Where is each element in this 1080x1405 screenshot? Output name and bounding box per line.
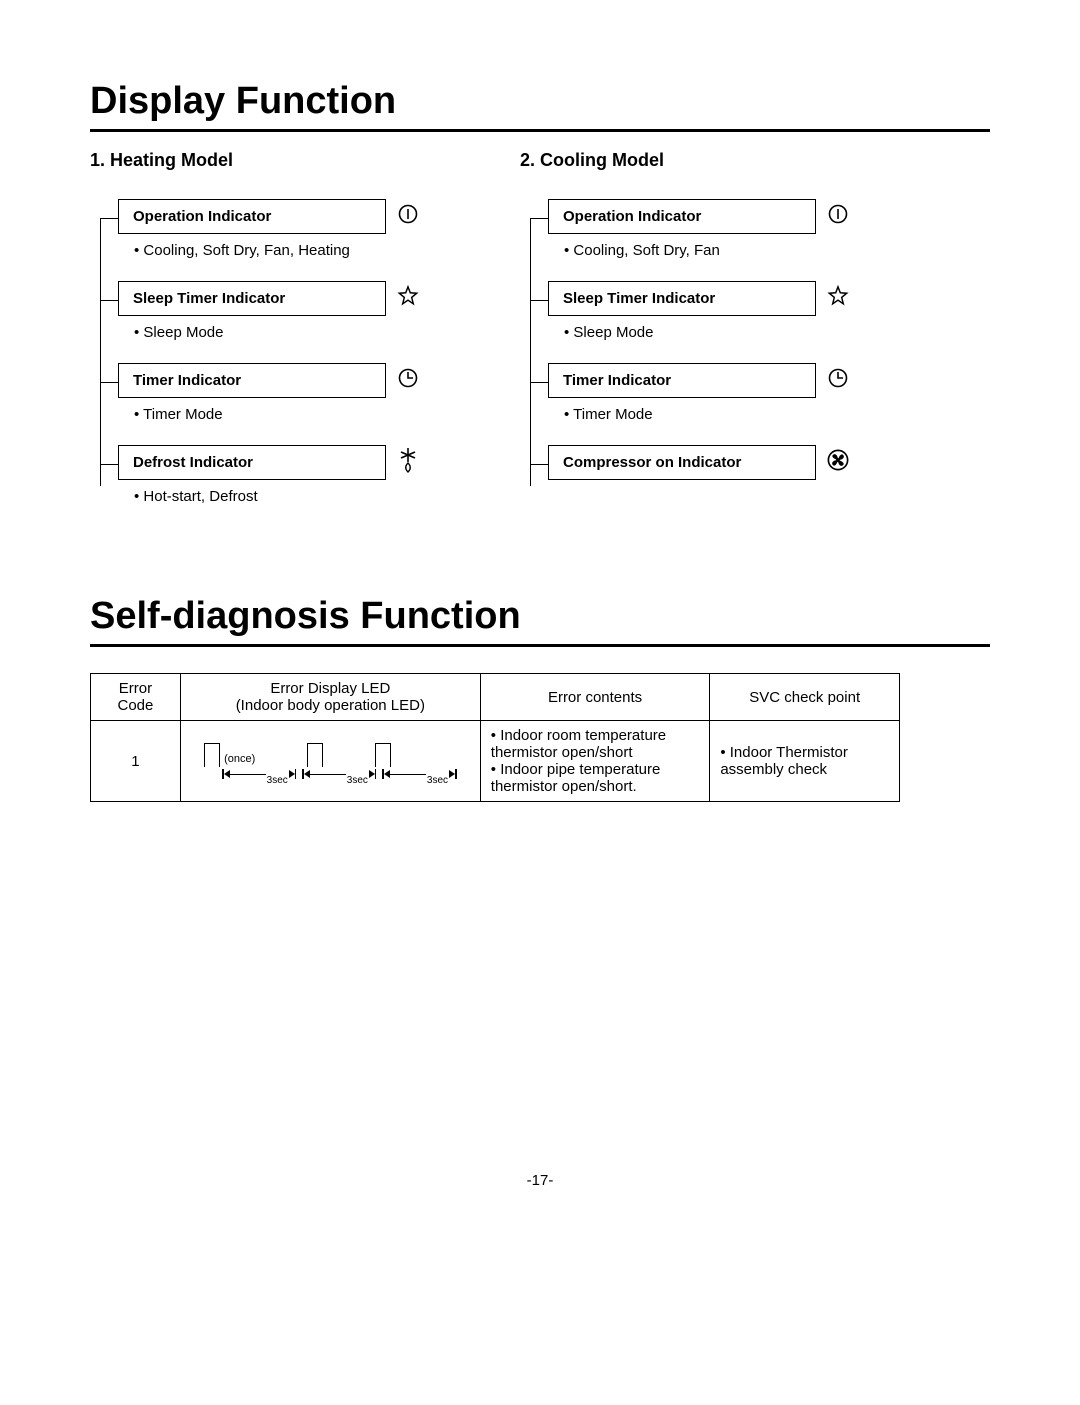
page-number: -17- [90,1172,990,1189]
hdr-text: (Indoor body operation LED) [236,697,425,714]
indicator-desc: • Sleep Mode [564,324,920,341]
rule [90,129,990,132]
timing-arrow: 3sec [222,769,296,780]
cooling-tree: Operation Indicator • Cooling, Soft Dry,… [520,199,920,480]
rule [90,644,990,647]
tree-hconnector [100,382,118,383]
clock-icon [386,368,430,393]
indicator-desc: • Cooling, Soft Dry, Fan [564,242,920,259]
tree-vline [530,218,531,486]
cell-code: 1 [91,721,181,802]
indicator-desc: • Timer Mode [134,406,490,423]
indicator-label: Timer Indicator [118,363,386,398]
tree-hconnector [530,300,548,301]
tree-hconnector [100,218,118,219]
indicator-label: Sleep Timer Indicator [118,281,386,316]
content-item: Indoor pipe temperature thermistor open/… [491,761,700,795]
info-icon [816,204,860,229]
indicator-desc: • Hot-start, Defrost [134,488,490,505]
col-error-code: Error Code [91,674,181,721]
cooling-heading: 2. Cooling Model [520,150,920,171]
indicator-label: Operation Indicator [118,199,386,234]
indicator-label: Operation Indicator [548,199,816,234]
heating-tree: Operation Indicator • Cooling, Soft Dry,… [90,199,490,505]
diagnosis-table: Error Code Error Display LED (Indoor bod… [90,673,900,802]
table-row: 1 (once) [91,721,900,802]
led-pulse [307,743,323,767]
heating-heading: 1. Heating Model [90,150,490,171]
indicator-label: Defrost Indicator [118,445,386,480]
seg-label: 3sec [267,775,288,786]
indicator-item: Timer Indicator • Timer Mode [548,363,920,423]
clock-icon [816,368,860,393]
indicator-desc: • Timer Mode [564,406,920,423]
cooling-column: 2. Cooling Model Operation Indicator • C… [520,150,920,505]
hdr-text: Error [119,680,152,697]
content-item: Indoor room temperature thermistor open/… [491,727,700,761]
indicator-item: Operation Indicator • Cooling, Soft Dry,… [118,199,490,259]
info-icon [386,204,430,229]
tree-hconnector [530,382,548,383]
seg-label: 3sec [347,775,368,786]
defrost-icon [386,447,430,478]
hdr-text: Code [118,697,154,714]
tree-vline [100,218,101,486]
indicator-item: Defrost Indicator [118,445,490,505]
tree-hconnector [530,464,548,465]
led-pulse [204,743,220,767]
col-error-led: Error Display LED (Indoor body operation… [180,674,480,721]
display-columns: 1. Heating Model Operation Indicator • C… [90,150,990,505]
indicator-desc: • Sleep Mode [134,324,490,341]
timing-arrow: 3sec [302,769,376,780]
svc-item: Indoor Thermistor assembly check [720,744,889,778]
star-icon [816,285,860,312]
indicator-item: Operation Indicator • Cooling, Soft Dry,… [548,199,920,259]
indicator-label: Compressor on Indicator [548,445,816,480]
indicator-item: Compressor on Indicator [548,445,920,480]
indicator-desc: • Cooling, Soft Dry, Fan, Heating [134,242,490,259]
star-icon [386,285,430,312]
heating-column: 1. Heating Model Operation Indicator • C… [90,150,490,505]
seg-label: 3sec [427,775,448,786]
indicator-label: Timer Indicator [548,363,816,398]
led-pulse [375,743,391,767]
fan-icon [816,449,860,476]
timing-arrow: 3sec [382,769,456,780]
section-title-display: Display Function [90,80,990,123]
hdr-text: Error Display LED [270,680,390,697]
indicator-item: Sleep Timer Indicator • Sleep Mode [548,281,920,341]
tree-hconnector [100,464,118,465]
section-title-selfdiag: Self-diagnosis Function [90,595,990,638]
col-svc-check: SVC check point [710,674,900,721]
cell-svc: Indoor Thermistor assembly check [710,721,900,802]
tree-hconnector [100,300,118,301]
indicator-item: Timer Indicator • Timer Mode [118,363,490,423]
col-error-contents: Error contents [480,674,710,721]
indicator-item: Sleep Timer Indicator • Sleep Mode [118,281,490,341]
indicator-label: Sleep Timer Indicator [548,281,816,316]
cell-led-diagram: (once) 3sec 3sec [180,721,480,802]
table-header-row: Error Code Error Display LED (Indoor bod… [91,674,900,721]
tree-hconnector [530,218,548,219]
led-once-label: (once) [224,753,255,765]
cell-contents: Indoor room temperature thermistor open/… [480,721,710,802]
